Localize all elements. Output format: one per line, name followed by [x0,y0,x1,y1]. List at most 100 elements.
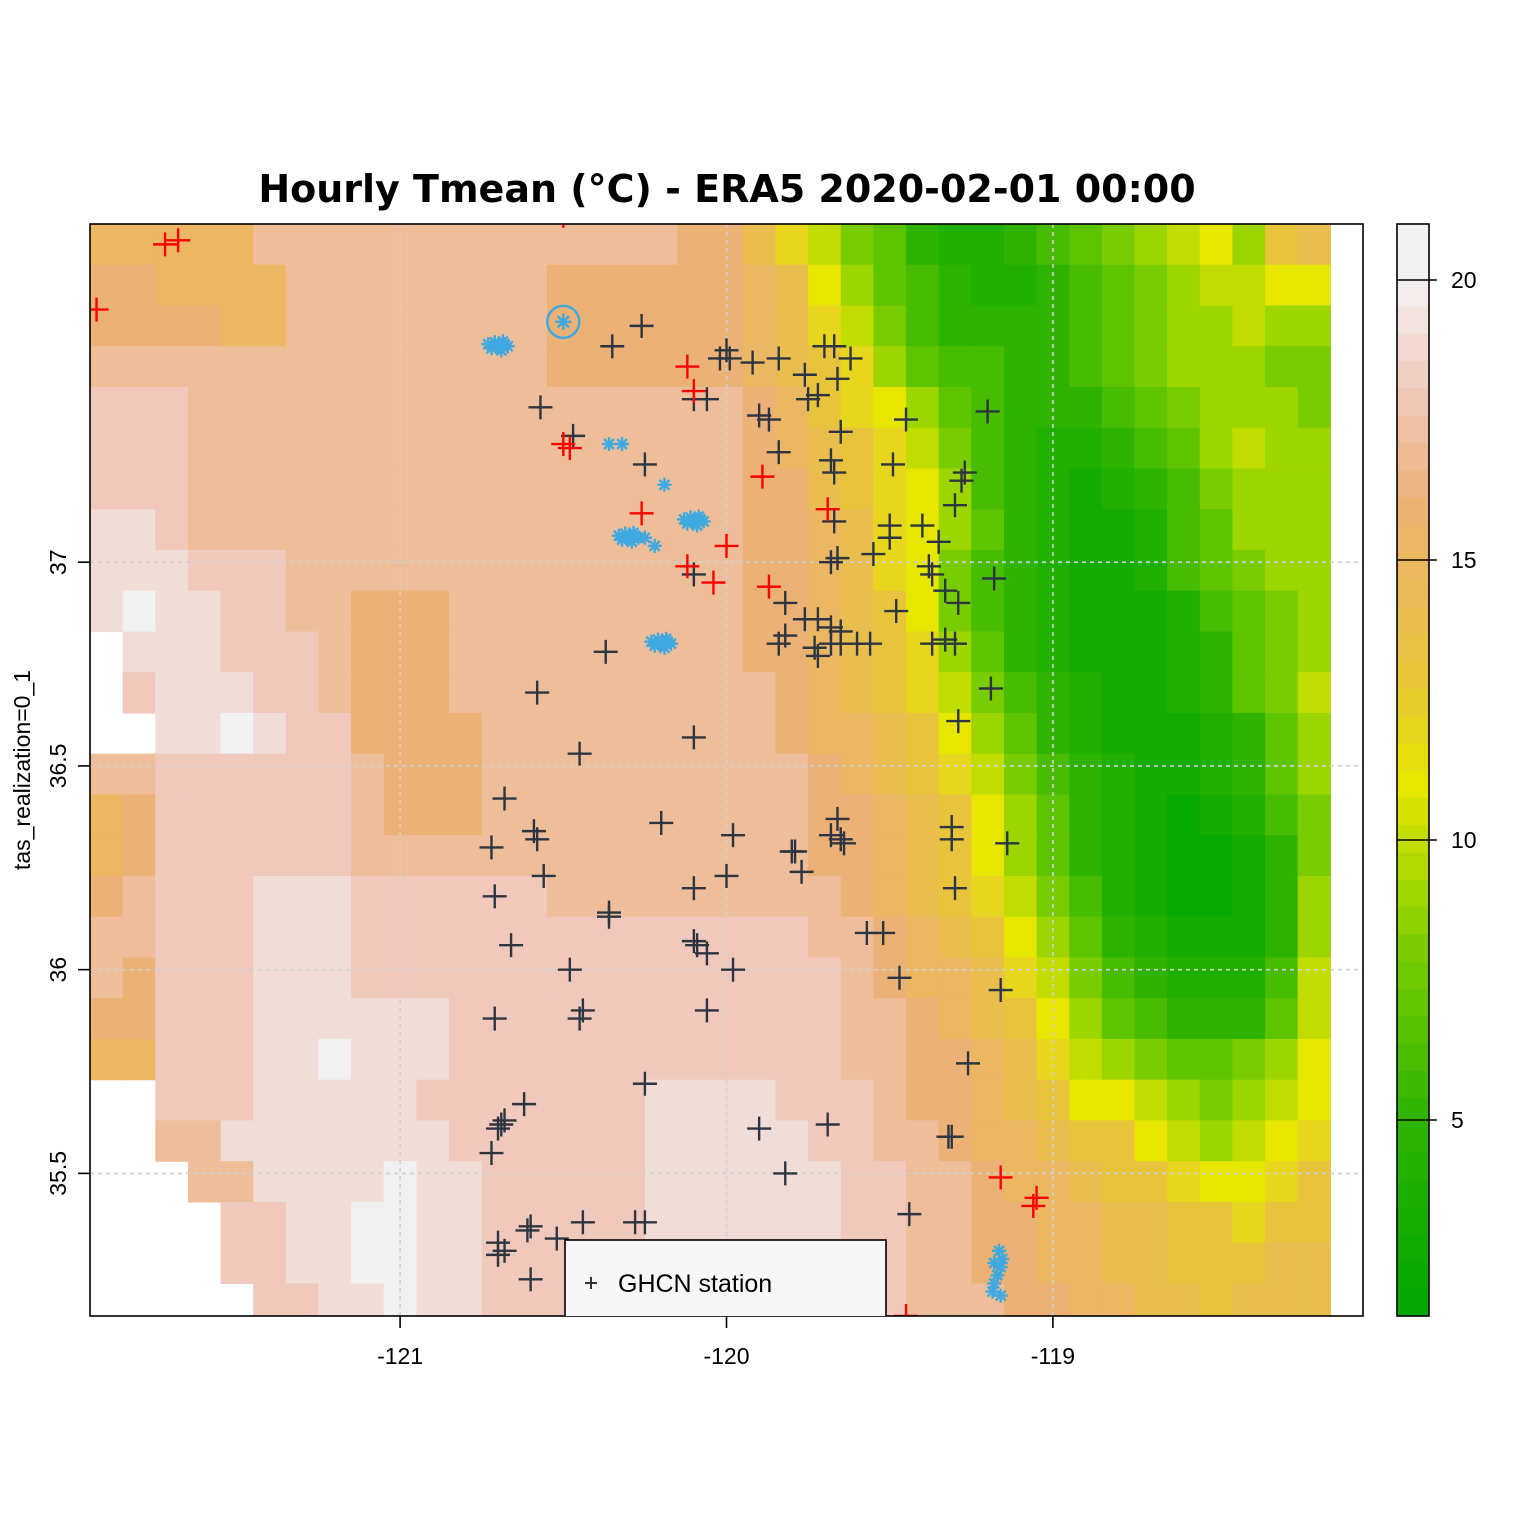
colorbar-band [1397,360,1429,389]
raster-cell [971,1079,1005,1122]
raster-cell [351,1446,384,1487]
raster-cell [449,712,483,755]
raster-cell [220,1038,254,1081]
raster-cell [840,224,874,266]
raster-cell [906,427,940,470]
station-marker-blue-cluster [992,1243,1007,1258]
colorbar-band [1397,1179,1429,1208]
raster-cell [1004,1528,1037,1540]
raster-cell [971,631,1005,673]
raster-cell [449,346,483,388]
raster-cell [416,1528,449,1540]
raster-cell [318,1283,352,1316]
raster-cell [1101,998,1136,1040]
raster-cell [318,1324,351,1365]
colorbar-band [1397,278,1429,307]
raster-cell [449,1324,482,1365]
raster-cell [742,875,777,918]
raster-cell [90,386,124,429]
raster-cell [318,427,352,470]
station-marker-ghcn [783,839,808,864]
raster-cell [906,1528,939,1540]
raster-cell [644,957,679,999]
raster-cell [514,1365,547,1406]
station-marker-ghcn [828,827,853,852]
raster-cell [1003,427,1038,470]
raster-cell [873,1365,906,1406]
raster-cell [1003,875,1038,918]
raster-cell [938,1038,972,1081]
raster-cell [155,427,189,470]
raster-cell [938,1120,972,1162]
raster-cell [416,1038,450,1081]
raster-cell [742,346,777,388]
raster-cell [1069,835,1103,877]
raster-cell [873,835,907,877]
station-marker-ghcn [978,676,1003,701]
raster-cell [1037,1365,1070,1406]
raster-cell [677,753,711,796]
raster-cell [90,1038,124,1081]
colorbar-band [1397,551,1429,580]
raster-cell [1037,1446,1070,1487]
raster-cell [351,1201,385,1244]
raster-cell [1037,1406,1070,1447]
raster-cell [482,1528,515,1540]
raster-cell [808,224,842,266]
raster-cell [906,1038,940,1081]
raster-cell [253,1038,287,1081]
raster-cell [1265,224,1299,266]
station-marker-ghcn [766,631,791,656]
raster-cell [285,509,320,551]
raster-cell [1297,916,1331,959]
raster-cell [612,712,646,755]
raster-cell [1199,427,1234,470]
raster-cell [1265,1161,1299,1203]
raster-cell [971,1487,1004,1528]
raster-cell [1200,1406,1233,1447]
colorbar-band [1397,1124,1429,1153]
raster-cell [873,875,907,918]
raster-cell [644,916,679,959]
raster-cell [449,957,483,999]
raster-cell [840,305,874,347]
raster-cell [906,1242,940,1285]
raster-cell [1069,1242,1103,1285]
raster-cell [1232,794,1266,836]
raster-cell [742,1201,777,1244]
raster-cell [351,427,385,470]
raster-cell [482,1487,515,1528]
raster-cell [1232,631,1266,673]
raster-cell [840,957,874,999]
raster-cell [1003,1201,1038,1244]
gridlines [90,224,1363,1316]
raster-cell [1232,386,1266,429]
raster-cell [481,1283,515,1316]
raster-cell [383,1161,418,1203]
raster-cell [1069,631,1103,673]
raster-cell [1200,1324,1233,1365]
raster-cell [1101,916,1136,959]
raster-cell [220,1079,254,1122]
raster-cell [1297,875,1331,918]
raster-cell [906,224,940,266]
raster-cell [808,509,842,551]
raster-cell [840,1079,874,1122]
raster-cell [416,1487,449,1528]
raster-cell [253,1161,287,1203]
raster-cell [351,1120,385,1162]
raster-cell [220,875,254,918]
raster-cell [710,1161,744,1203]
raster-cell [351,672,385,714]
raster-cell [187,672,222,714]
raster-cell [253,509,287,551]
station-marker-ghcn [822,334,847,359]
raster-cell [873,305,907,347]
raster-cell [285,264,320,307]
raster-cell [1134,1038,1168,1081]
raster-cell [1265,468,1299,510]
station-marker-ghcn [939,1124,964,1149]
raster-cell [579,1120,613,1162]
raster-cell [775,753,809,796]
raster-cell [1199,468,1234,510]
